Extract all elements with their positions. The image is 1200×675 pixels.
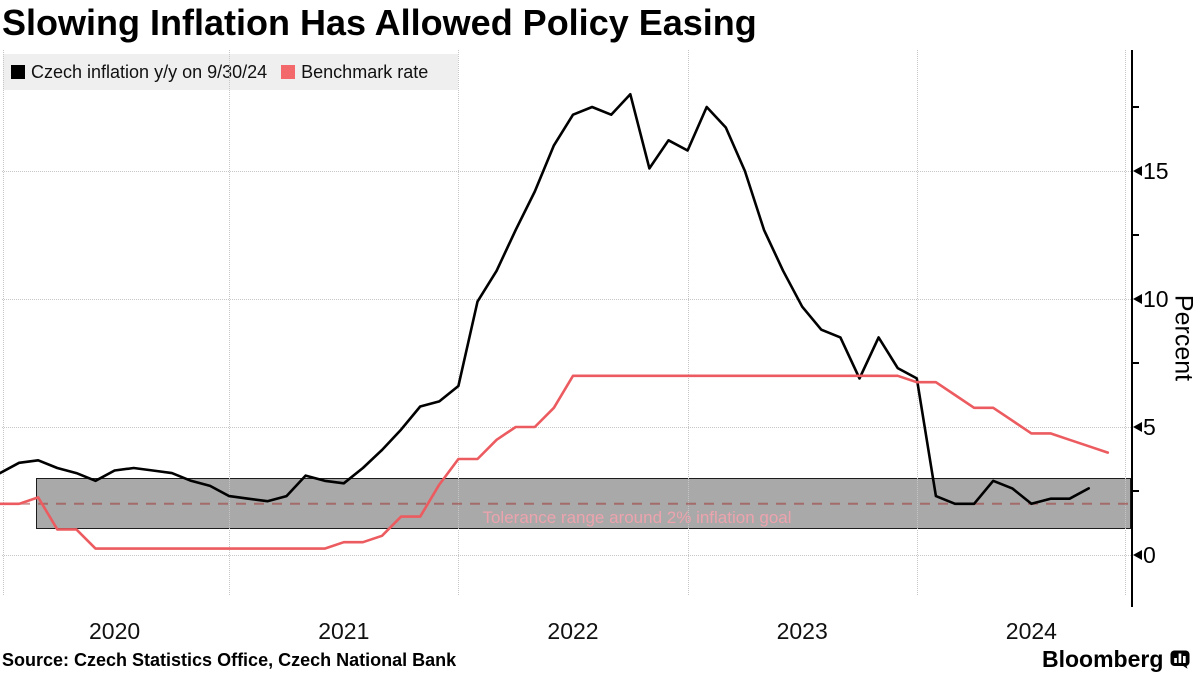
y-major-tick-5 [1133,422,1142,432]
legend-entry-benchmark: Benchmark rate [281,62,428,83]
x-tick-label-2023: 2023 [776,618,828,644]
y-major-tick-15 [1133,166,1142,176]
bloomberg-chart-icon [1170,650,1190,669]
h-gridline-5 [2,427,1131,428]
v-gridline [3,50,5,595]
bloomberg-logo: Bloomberg [1042,646,1190,673]
legend-label-benchmark: Benchmark rate [301,61,429,82]
legend-entry-inflation: Czech inflation y/y on 9/30/24 [11,62,267,83]
chart-title: Slowing Inflation Has Allowed Policy Eas… [2,2,757,43]
inflation-series-swatch-icon [11,65,25,79]
v-gridline [916,50,918,595]
h-gridline-10 [2,299,1131,300]
y-tick-label-0: 0 [1143,542,1156,568]
y-minor-tick [1133,234,1139,236]
y-minor-tick [1133,362,1139,364]
h-gridline-15 [2,171,1131,172]
y-tick-label-5: 5 [1143,414,1156,440]
y-axis-title: Percent [1169,294,1198,382]
y-tick-label-15: 15 [1143,158,1169,184]
y-tick-label-10: 10 [1143,286,1169,312]
v-gridline [1124,50,1126,595]
v-gridline [229,50,231,595]
v-gridline [458,50,460,595]
x-tick-label-2020: 2020 [89,618,141,644]
x-tick-label-2024: 2024 [1005,618,1057,644]
tolerance-band-label: Tolerance range around 2% inflation goal [482,507,792,527]
x-tick-label-2021: 2021 [318,618,370,644]
x-tick-label-2022: 2022 [547,618,599,644]
legend: Czech inflation y/y on 9/30/24 Benchmark… [3,54,458,90]
bloomberg-wordmark: Bloomberg [1042,646,1164,672]
legend-label-inflation: Czech inflation y/y on 9/30/24 [31,61,268,82]
source-note: Source: Czech Statistics Office, Czech N… [2,650,457,670]
y-major-tick-10 [1133,294,1142,304]
y-minor-tick [1133,490,1139,492]
benchmark-series-swatch-icon [281,65,296,79]
h-gridline-0 [2,555,1131,556]
y-minor-tick [1133,106,1139,108]
y-axis-line [1131,50,1133,607]
y-major-tick-0 [1133,550,1142,560]
